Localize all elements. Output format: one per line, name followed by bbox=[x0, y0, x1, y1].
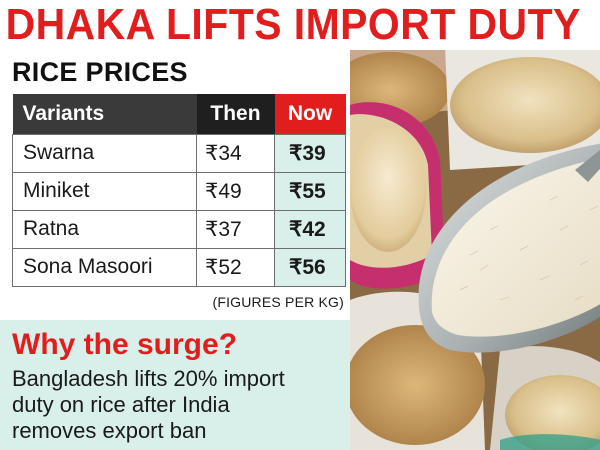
variant-cell: Ratna bbox=[12, 209, 197, 249]
now-price-cell: ₹39 bbox=[274, 133, 346, 173]
then-price-cell: ₹34 bbox=[196, 133, 275, 173]
section-title: RICE PRICES bbox=[12, 57, 188, 87]
header-then: Then bbox=[196, 94, 275, 134]
surge-title: Why the surge? bbox=[12, 328, 238, 361]
then-price-cell: ₹49 bbox=[196, 171, 275, 211]
now-price-cell: ₹56 bbox=[274, 247, 346, 287]
header-now: Now bbox=[274, 94, 346, 134]
variant-cell: Miniket bbox=[12, 171, 197, 211]
now-price-cell: ₹55 bbox=[274, 171, 346, 211]
table-header-row: Variants Then Now bbox=[12, 94, 346, 134]
then-price-cell: ₹37 bbox=[196, 209, 275, 249]
rice-sacks-illustration bbox=[350, 50, 600, 450]
now-price-cell: ₹42 bbox=[274, 209, 346, 249]
table-row: Ratna ₹37 ₹42 bbox=[12, 209, 346, 249]
surge-text: Bangladesh lifts 20% import duty on rice… bbox=[12, 366, 340, 444]
surge-line: Bangladesh lifts 20% import bbox=[12, 366, 285, 391]
table-row: Swarna ₹34 ₹39 bbox=[12, 133, 346, 173]
surge-line: duty on rice after India bbox=[12, 392, 230, 417]
rice-prices-panel: RICE PRICES Variants Then Now Swarna ₹34… bbox=[0, 50, 350, 450]
surge-explainer: Why the surge? Bangladesh lifts 20% impo… bbox=[0, 320, 350, 450]
variant-cell: Sona Masoori bbox=[12, 247, 197, 287]
price-table: Variants Then Now Swarna ₹34 ₹39 Miniket… bbox=[12, 94, 346, 287]
rice-sacks-photo bbox=[350, 50, 600, 450]
surge-line: removes export ban bbox=[12, 418, 207, 443]
variant-cell: Swarna bbox=[12, 133, 197, 173]
table-row: Miniket ₹49 ₹55 bbox=[12, 171, 346, 211]
units-footnote: (FIGURES PER KG) bbox=[212, 294, 344, 310]
headline: DHAKA LIFTS IMPORT DUTY bbox=[5, 0, 581, 49]
header-variants: Variants bbox=[12, 94, 197, 134]
then-price-cell: ₹52 bbox=[196, 247, 275, 287]
table-row: Sona Masoori ₹52 ₹56 bbox=[12, 247, 346, 287]
